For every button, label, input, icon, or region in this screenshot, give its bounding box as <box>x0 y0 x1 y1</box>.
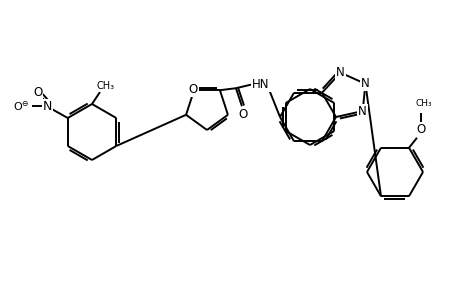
Text: O: O <box>238 108 247 121</box>
Text: N: N <box>358 104 366 118</box>
Text: $\rm O^{\ominus}$: $\rm O^{\ominus}$ <box>13 99 30 113</box>
Text: CH₃: CH₃ <box>415 99 431 108</box>
Text: O: O <box>188 83 197 96</box>
Text: CH₃: CH₃ <box>97 81 115 91</box>
Text: O: O <box>33 85 42 98</box>
Text: HN: HN <box>252 78 269 91</box>
Text: N: N <box>360 77 369 90</box>
Text: N: N <box>43 100 52 112</box>
Text: O: O <box>415 123 425 136</box>
Text: N: N <box>336 66 344 79</box>
